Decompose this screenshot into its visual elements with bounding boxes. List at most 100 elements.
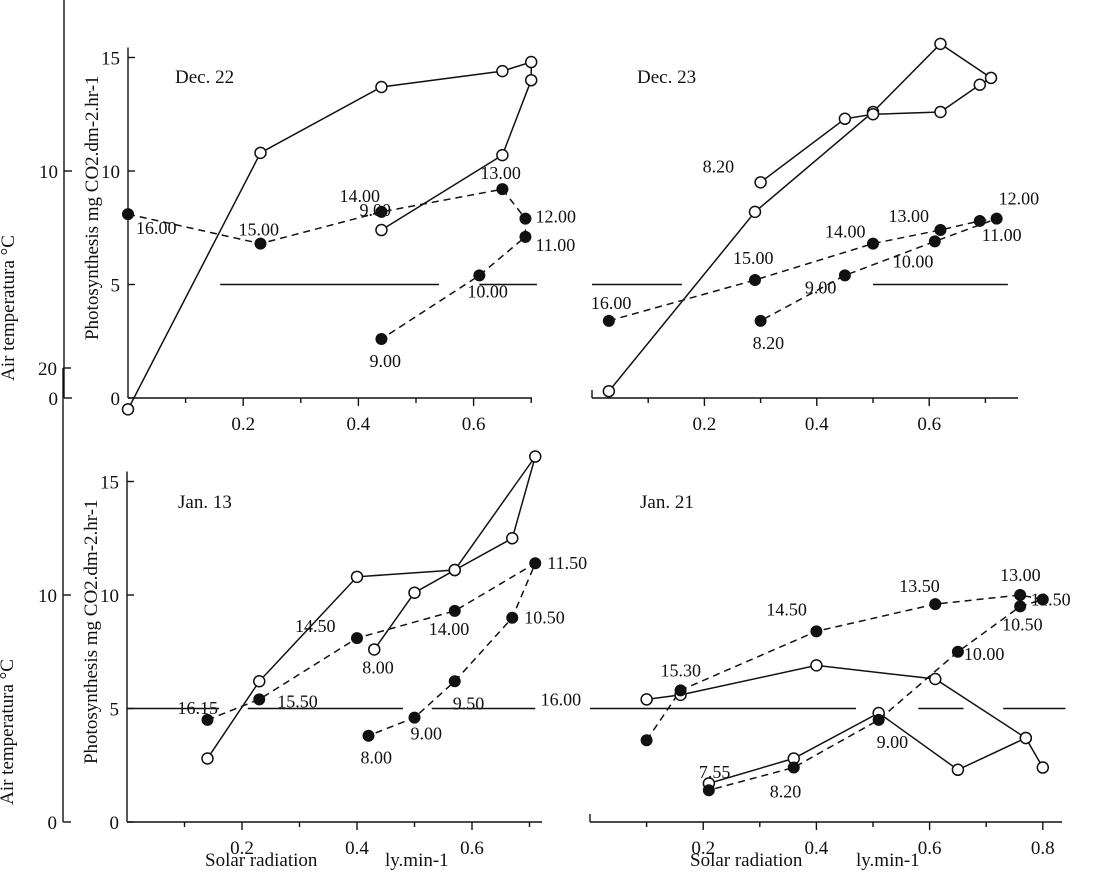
panel-title: Dec. 22 [175, 67, 234, 88]
filled-point [351, 632, 363, 645]
panel-title: Jan. 13 [178, 492, 232, 513]
x-tick-label: 0.4 [805, 414, 829, 435]
open-point [934, 37, 947, 51]
filled-point [375, 332, 388, 345]
time-label: 13.00 [1000, 565, 1040, 585]
filled-point [448, 604, 461, 617]
filled-point [787, 761, 800, 774]
filled-point [506, 611, 519, 624]
time-label: 12.00 [535, 207, 576, 227]
time-label: 10.00 [893, 251, 934, 271]
time-label: 15.30 [661, 660, 702, 680]
y-tick-label: 0 [111, 389, 121, 410]
x-tick-label: 0.6 [462, 414, 486, 435]
x-tick-label: 0.2 [230, 838, 254, 859]
filled-point [1014, 600, 1027, 613]
filled-point [473, 269, 486, 282]
open-point [602, 384, 616, 398]
time-label: 16.15 [178, 698, 219, 718]
time-label: 11.00 [535, 235, 575, 255]
y2-tick-label: 20 [38, 359, 57, 380]
y2-tick-label: 0 [48, 813, 58, 834]
time-label: 8.00 [362, 657, 394, 677]
x-axis-title: Solar radiation [205, 850, 318, 871]
time-label: 10.00 [467, 281, 508, 301]
y2-tick-label: 10 [39, 162, 58, 183]
open-point [524, 55, 538, 69]
filled-point [496, 183, 509, 196]
open-point [754, 176, 767, 189]
y2-tick-label: 0 [49, 389, 59, 410]
filled-point [201, 713, 214, 726]
open-point [448, 563, 461, 577]
open-point [524, 73, 538, 87]
y-tick-label: 15 [101, 49, 120, 70]
time-label: 10.50 [524, 608, 565, 628]
open-point [951, 763, 965, 777]
x-tick-label: 0.6 [918, 838, 942, 859]
time-label: 13.50 [899, 576, 940, 596]
x-tick-label: 0.6 [917, 414, 941, 435]
filled-point [872, 713, 885, 726]
open-point [838, 112, 852, 126]
open-point [748, 205, 762, 219]
open-point [640, 693, 653, 706]
y-tick-label: 10 [101, 162, 120, 183]
open-point [368, 643, 381, 656]
open-point [375, 223, 388, 237]
time-label: 8.20 [770, 782, 802, 802]
x-tick-label: 0.2 [693, 414, 717, 435]
x-tick-label: 0.4 [345, 838, 369, 859]
time-label: 8.20 [703, 156, 735, 176]
y-tick-label: 15 [100, 473, 119, 494]
filled-point [602, 314, 615, 327]
filled-point [253, 693, 266, 706]
open-point [350, 570, 364, 584]
filled-point [929, 598, 942, 611]
time-label: 14.50 [766, 599, 807, 619]
filled-point [867, 237, 879, 250]
time-label: 11.50 [1031, 590, 1071, 610]
time-label: 15.50 [277, 691, 318, 711]
x-tick-label: 0.8 [1031, 838, 1055, 859]
photosynthesis-series-line [206, 456, 537, 759]
filled-point [448, 675, 461, 688]
time-label: 16.00 [136, 218, 177, 238]
filled-point [1014, 589, 1027, 601]
y-tick-label: 0 [110, 813, 120, 834]
open-point [408, 586, 421, 599]
filled-point [838, 269, 851, 282]
y2-axis-title: Air temperatura °C [0, 235, 19, 381]
filled-point [254, 237, 267, 250]
time-label: 10.00 [964, 644, 1005, 664]
panel-title: Dec. 23 [637, 67, 696, 88]
filled-point [519, 212, 532, 225]
x-axis-title: Solar radiation [690, 850, 803, 871]
temperature-series-line [645, 594, 1044, 791]
open-point [201, 752, 214, 765]
y-axis-title: Photosynthesis mg CO2.dm-2.hr-1 [82, 75, 103, 340]
x-tick-label: 0.2 [231, 414, 255, 435]
filled-point [973, 214, 986, 227]
filled-point [408, 711, 421, 724]
open-point [973, 78, 987, 91]
time-label: 11.00 [982, 225, 1022, 245]
photosynthesis-series-line [608, 42, 993, 392]
time-label: 9.00 [877, 732, 909, 752]
open-point [253, 675, 266, 688]
filled-point [810, 625, 823, 638]
photosynthesis-series-line [127, 60, 532, 410]
time-label: 15.00 [733, 248, 774, 268]
time-label: 14.50 [295, 616, 336, 636]
filled-point [951, 645, 964, 658]
time-label: 8.20 [753, 333, 785, 353]
x-axis-unit: ly.min-1 [856, 850, 920, 871]
filled-point [519, 230, 532, 243]
time-label: 12.00 [999, 189, 1040, 209]
x-tick-label: 0.6 [460, 838, 484, 859]
open-point [866, 108, 880, 121]
y-tick-label: 5 [111, 276, 121, 297]
open-point [929, 672, 942, 686]
y-tick-label: 5 [110, 700, 120, 721]
